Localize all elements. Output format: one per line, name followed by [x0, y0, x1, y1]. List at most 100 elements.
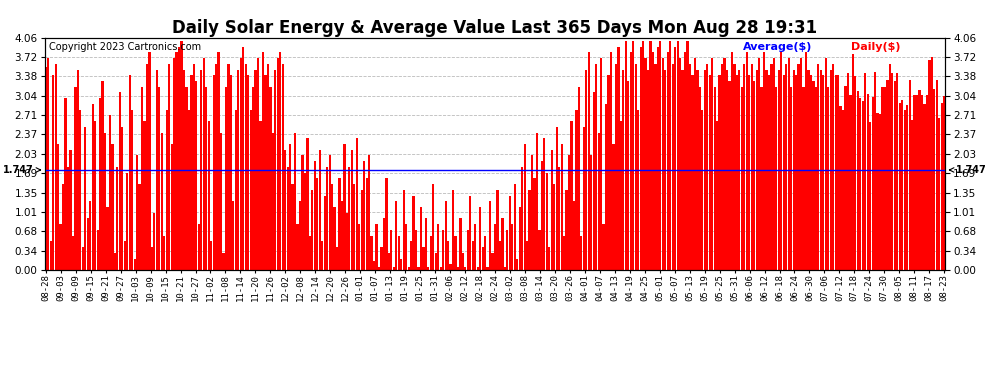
Bar: [654, 64, 656, 270]
Bar: [69, 150, 71, 270]
Bar: [793, 70, 795, 270]
Bar: [869, 122, 871, 270]
Bar: [87, 219, 89, 270]
Bar: [521, 167, 524, 270]
Bar: [339, 178, 341, 270]
Bar: [440, 267, 442, 270]
Bar: [428, 267, 430, 270]
Bar: [124, 242, 126, 270]
Bar: [311, 190, 314, 270]
Bar: [139, 184, 141, 270]
Bar: [77, 70, 79, 270]
Bar: [459, 219, 461, 270]
Bar: [780, 53, 782, 270]
Bar: [220, 132, 222, 270]
Bar: [373, 261, 375, 270]
Bar: [153, 213, 155, 270]
Bar: [637, 110, 640, 270]
Bar: [904, 110, 906, 270]
Bar: [324, 195, 326, 270]
Bar: [575, 110, 577, 270]
Bar: [644, 58, 646, 270]
Bar: [541, 161, 543, 270]
Bar: [168, 64, 170, 270]
Bar: [215, 64, 217, 270]
Bar: [656, 46, 659, 270]
Bar: [524, 144, 526, 270]
Bar: [800, 58, 802, 270]
Bar: [775, 87, 777, 270]
Bar: [664, 70, 666, 270]
Bar: [899, 103, 901, 270]
Bar: [694, 58, 696, 270]
Bar: [314, 161, 316, 270]
Bar: [881, 87, 884, 270]
Bar: [861, 101, 864, 270]
Bar: [864, 72, 866, 270]
Bar: [321, 242, 324, 270]
Bar: [914, 94, 916, 270]
Bar: [190, 75, 192, 270]
Bar: [104, 132, 106, 270]
Bar: [180, 41, 182, 270]
Bar: [350, 150, 353, 270]
Bar: [916, 95, 918, 270]
Bar: [529, 190, 531, 270]
Bar: [238, 70, 240, 270]
Bar: [248, 75, 249, 270]
Bar: [686, 41, 689, 270]
Bar: [770, 64, 772, 270]
Bar: [289, 144, 291, 270]
Bar: [294, 132, 296, 270]
Bar: [316, 178, 319, 270]
Text: Daily($): Daily($): [850, 42, 900, 52]
Bar: [544, 138, 545, 270]
Bar: [408, 267, 410, 270]
Bar: [456, 267, 459, 270]
Bar: [173, 58, 175, 270]
Bar: [856, 91, 859, 270]
Bar: [625, 41, 627, 270]
Bar: [365, 178, 367, 270]
Bar: [405, 224, 407, 270]
Bar: [706, 64, 709, 270]
Bar: [716, 121, 719, 270]
Bar: [286, 167, 289, 270]
Bar: [798, 64, 800, 270]
Bar: [230, 75, 232, 270]
Bar: [276, 58, 279, 270]
Bar: [415, 230, 417, 270]
Bar: [666, 53, 669, 270]
Bar: [709, 75, 711, 270]
Bar: [484, 236, 486, 270]
Bar: [593, 93, 595, 270]
Bar: [148, 53, 150, 270]
Bar: [281, 64, 284, 270]
Bar: [106, 207, 109, 270]
Bar: [344, 144, 346, 270]
Bar: [758, 58, 760, 270]
Bar: [479, 207, 481, 270]
Bar: [894, 81, 896, 270]
Bar: [205, 87, 207, 270]
Bar: [271, 132, 274, 270]
Bar: [413, 195, 415, 270]
Bar: [578, 87, 580, 270]
Bar: [590, 156, 592, 270]
Bar: [170, 144, 173, 270]
Bar: [466, 230, 469, 270]
Bar: [50, 242, 51, 270]
Bar: [548, 247, 550, 270]
Bar: [534, 178, 536, 270]
Bar: [778, 70, 780, 270]
Bar: [846, 73, 849, 270]
Bar: [52, 75, 54, 270]
Bar: [681, 70, 684, 270]
Bar: [223, 253, 225, 270]
Bar: [476, 267, 479, 270]
Bar: [674, 46, 676, 270]
Bar: [188, 110, 190, 270]
Bar: [62, 184, 64, 270]
Bar: [67, 167, 69, 270]
Bar: [355, 138, 358, 270]
